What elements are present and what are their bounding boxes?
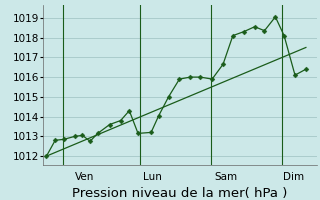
Text: Dim: Dim [283,172,304,182]
Text: Sam: Sam [214,172,237,182]
Text: Lun: Lun [143,172,162,182]
Text: Pression niveau de la mer( hPa ): Pression niveau de la mer( hPa ) [72,187,288,200]
Text: Ven: Ven [75,172,94,182]
